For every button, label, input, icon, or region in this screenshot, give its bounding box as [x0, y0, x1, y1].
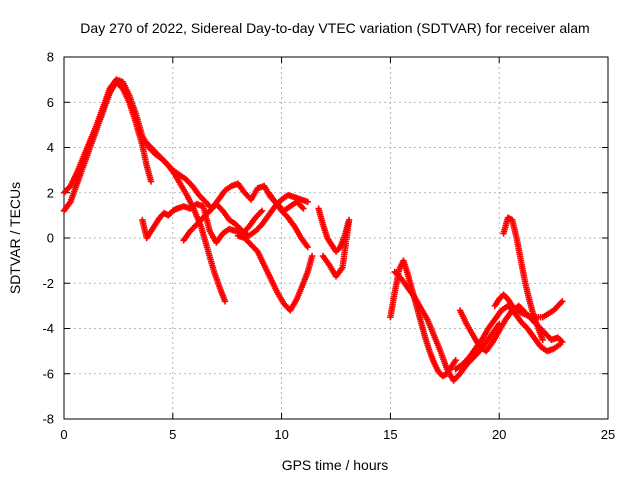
- y-axis-label: SDTVAR / TECUs: [7, 182, 23, 294]
- data-point: [452, 356, 459, 364]
- data-point: [300, 205, 307, 212]
- data-point: [304, 198, 311, 205]
- x-tick-label: 25: [601, 427, 615, 442]
- y-tick-label: 6: [47, 95, 54, 110]
- x-axis-label: GPS time / hours: [282, 457, 389, 473]
- x-tick-label: 15: [383, 427, 397, 442]
- x-tick-label: 10: [274, 427, 288, 442]
- data-point: [258, 207, 266, 215]
- y-tick-label: -6: [42, 366, 54, 381]
- y-tick-label: -2: [42, 276, 54, 291]
- data-points: [60, 76, 566, 384]
- chart-title: Day 270 of 2022, Sidereal Day-to-day VTE…: [80, 20, 589, 36]
- data-point: [539, 336, 546, 344]
- x-tick-label: 5: [169, 427, 176, 442]
- y-tick-label: 0: [47, 231, 54, 246]
- axes-ticks: 0 5 10 15 20 25 -8 -6 -4 -2 0 2 4 6 8: [42, 50, 615, 443]
- data-point: [559, 298, 566, 305]
- data-point: [221, 298, 229, 305]
- y-tick-label: -4: [42, 321, 54, 336]
- y-tick-label: -8: [42, 412, 54, 427]
- y-tick-label: 4: [47, 140, 54, 155]
- grid: [64, 57, 608, 419]
- data-point: [319, 252, 327, 260]
- y-tick-label: 2: [47, 185, 54, 200]
- data-point: [147, 178, 155, 185]
- y-tick-label: 8: [47, 50, 54, 65]
- data-point: [556, 341, 564, 348]
- data-point: [304, 243, 311, 251]
- x-tick-label: 0: [60, 427, 67, 442]
- data-point: [308, 252, 316, 260]
- x-tick-label: 20: [492, 427, 506, 442]
